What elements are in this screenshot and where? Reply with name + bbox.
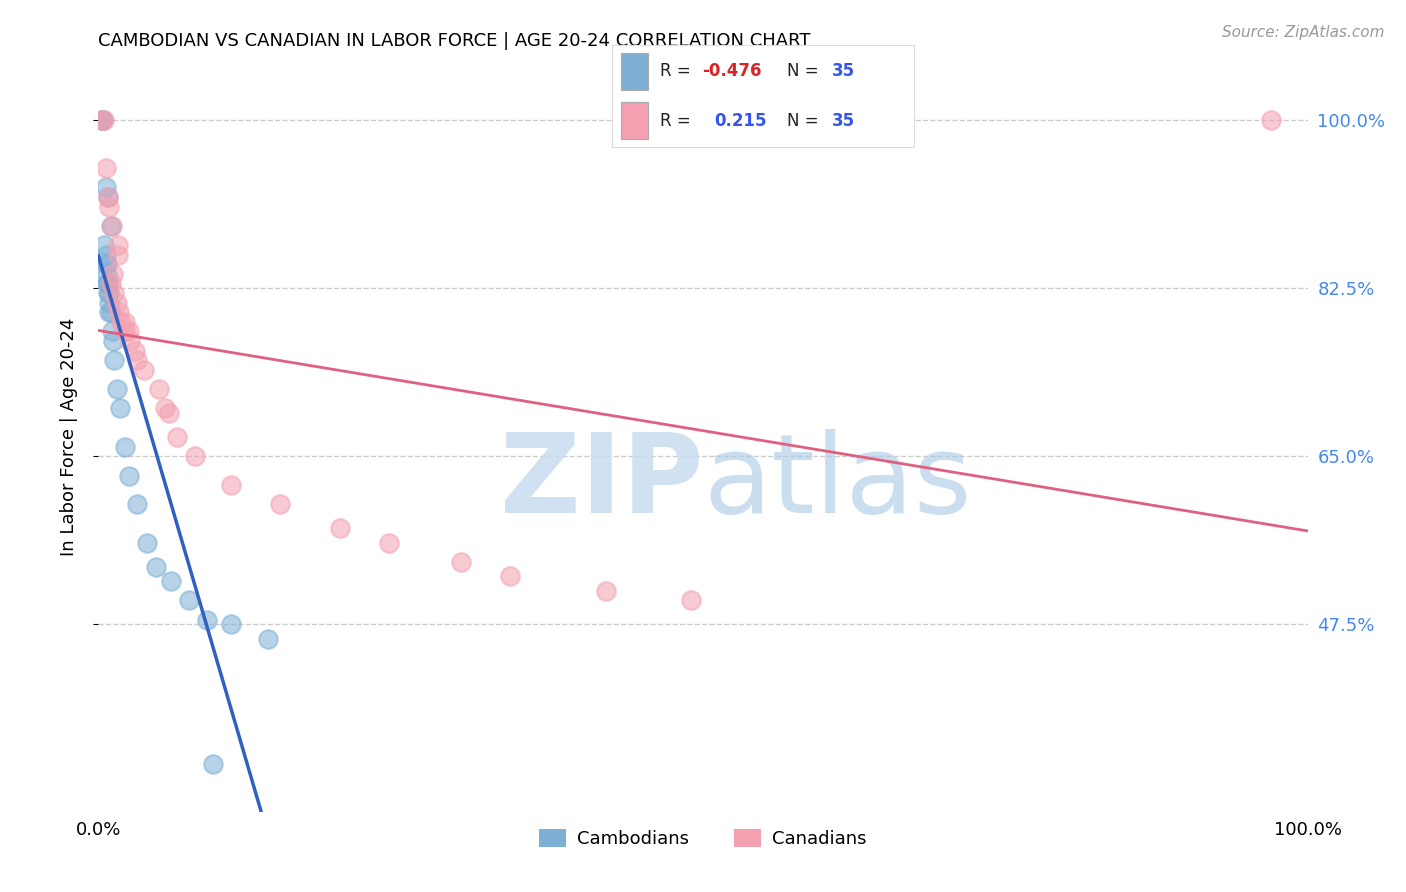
Point (93, 113, 115, 128)
Point (377, 535, 399, 549)
Point (107, 247, 129, 261)
Point (94, 247, 117, 261)
Point (184, 450, 207, 464)
Point (202, 756, 225, 771)
Point (97, 190, 120, 204)
Point (148, 382, 170, 396)
Point (91, 113, 114, 128)
Point (179, 593, 201, 607)
Point (100, 219, 122, 233)
Point (98, 305, 121, 319)
Point (135, 535, 157, 549)
Point (118, 468, 141, 483)
Point (108, 401, 131, 416)
Point (118, 334, 141, 348)
Text: R =: R = (659, 62, 696, 80)
Point (110, 315, 132, 329)
Point (160, 574, 183, 589)
Point (98, 295, 121, 310)
Point (91, 113, 114, 128)
Text: 35: 35 (832, 112, 855, 129)
FancyBboxPatch shape (620, 102, 648, 139)
Point (100, 305, 122, 319)
Point (97, 277, 120, 291)
Point (127, 497, 149, 511)
Point (329, 521, 352, 535)
Point (96, 267, 118, 281)
Point (195, 613, 218, 627)
Point (94, 257, 117, 271)
Text: N =: N = (787, 62, 824, 80)
Point (221, 478, 243, 492)
Point (100, 325, 122, 339)
Point (107, 238, 129, 252)
Point (93, 238, 115, 252)
Point (101, 267, 124, 281)
Point (153, 401, 176, 416)
Text: R =: R = (659, 112, 702, 129)
Point (98, 285, 121, 300)
Point (679, 593, 702, 607)
Point (94, 161, 117, 175)
Point (450, 555, 472, 569)
Point (221, 617, 243, 632)
Text: 35: 35 (832, 62, 855, 80)
Point (134, 363, 156, 377)
Point (114, 315, 136, 329)
Point (114, 325, 136, 339)
Text: -0.476: -0.476 (703, 62, 762, 80)
Point (256, 632, 278, 646)
Point (103, 353, 125, 368)
Point (127, 353, 149, 368)
Point (108, 305, 131, 319)
Point (105, 295, 128, 310)
Point (157, 406, 180, 420)
Point (96, 257, 118, 271)
Text: 0.215: 0.215 (714, 112, 766, 129)
Text: CAMBODIAN VS CANADIAN IN LABOR FORCE | AGE 20-24 CORRELATION CHART: CAMBODIAN VS CANADIAN IN LABOR FORCE | A… (98, 32, 811, 50)
Point (124, 343, 146, 358)
Text: atlas: atlas (703, 428, 972, 535)
Point (103, 285, 125, 300)
Point (105, 382, 128, 396)
Point (98, 200, 121, 214)
FancyBboxPatch shape (620, 53, 648, 90)
Point (118, 325, 141, 339)
Text: ZIP: ZIP (499, 428, 703, 535)
Point (100, 219, 122, 233)
Point (96, 277, 118, 291)
Point (97, 285, 120, 300)
Text: N =: N = (787, 112, 824, 129)
Point (101, 334, 124, 348)
Point (1260, 113, 1282, 128)
Point (269, 497, 291, 511)
Point (145, 559, 167, 574)
Point (166, 430, 188, 444)
Point (114, 440, 136, 454)
Point (498, 569, 520, 583)
Y-axis label: In Labor Force | Age 20-24: In Labor Force | Age 20-24 (59, 318, 77, 557)
Text: Source: ZipAtlas.com: Source: ZipAtlas.com (1222, 25, 1385, 40)
Point (97, 190, 120, 204)
Point (100, 277, 122, 291)
Point (94, 180, 117, 194)
Point (595, 583, 617, 598)
Point (91, 113, 114, 128)
Point (91, 113, 114, 128)
Point (96, 277, 118, 291)
Legend: Cambodians, Canadians: Cambodians, Canadians (531, 822, 875, 855)
